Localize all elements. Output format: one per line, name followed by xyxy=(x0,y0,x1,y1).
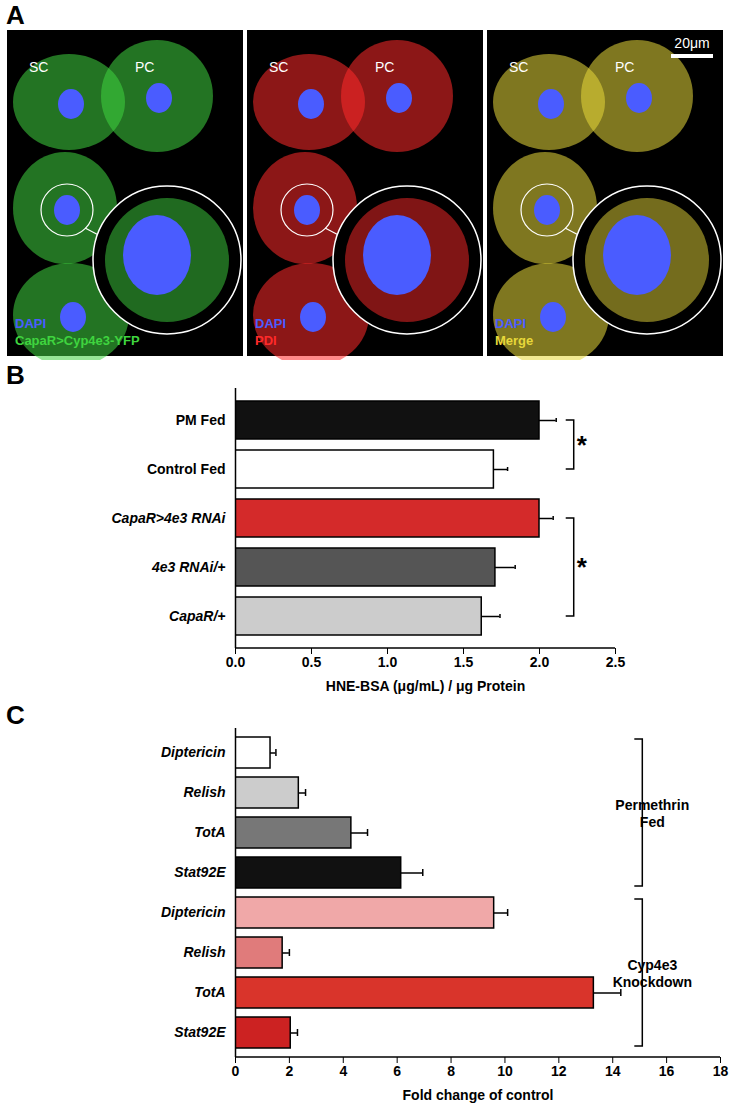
svg-text:2.0: 2.0 xyxy=(530,654,550,670)
svg-text:20μm: 20μm xyxy=(674,35,709,51)
svg-text:2: 2 xyxy=(285,1063,293,1079)
svg-text:Relish: Relish xyxy=(183,944,225,960)
svg-text:PermethrinFed: PermethrinFed xyxy=(615,797,689,830)
svg-text:CapaR/+: CapaR/+ xyxy=(169,608,225,624)
svg-text:PDI: PDI xyxy=(255,333,277,348)
svg-text:4e3 RNAi/+: 4e3 RNAi/+ xyxy=(151,559,226,575)
svg-text:14: 14 xyxy=(605,1063,621,1079)
svg-text:16: 16 xyxy=(659,1063,675,1079)
svg-text:PC: PC xyxy=(615,59,634,75)
svg-text:CapaR>4e3 RNAi: CapaR>4e3 RNAi xyxy=(112,510,227,526)
svg-text:6: 6 xyxy=(393,1063,401,1079)
svg-text:TotA: TotA xyxy=(194,824,225,840)
svg-text:PC: PC xyxy=(375,59,394,75)
svg-text:PM Fed: PM Fed xyxy=(176,412,226,428)
svg-text:TotA: TotA xyxy=(194,984,225,1000)
svg-text:Stat92E: Stat92E xyxy=(174,864,226,880)
svg-text:4: 4 xyxy=(339,1063,347,1079)
svg-text:*: * xyxy=(577,552,588,582)
svg-text:18: 18 xyxy=(713,1063,729,1079)
svg-text:0.0: 0.0 xyxy=(226,654,246,670)
html-text:A: A xyxy=(6,0,25,30)
svg-text:SC: SC xyxy=(269,59,288,75)
svg-text:PC: PC xyxy=(135,59,154,75)
svg-text:Merge: Merge xyxy=(495,333,533,348)
svg-text:HNE-BSA (μg/mL) / μg Protein: HNE-BSA (μg/mL) / μg Protein xyxy=(326,678,525,694)
html-text:C: C xyxy=(6,700,25,730)
svg-text:DAPI: DAPI xyxy=(495,316,526,331)
svg-text:Diptericin: Diptericin xyxy=(161,904,226,920)
svg-text:DAPI: DAPI xyxy=(255,316,286,331)
svg-text:Control Fed: Control Fed xyxy=(147,461,226,477)
svg-text:2.5: 2.5 xyxy=(606,654,626,670)
svg-text:8: 8 xyxy=(447,1063,455,1079)
svg-text:0.5: 0.5 xyxy=(302,654,322,670)
svg-text:SC: SC xyxy=(509,59,528,75)
svg-text:Relish: Relish xyxy=(183,784,225,800)
svg-text:Diptericin: Diptericin xyxy=(161,744,226,760)
svg-text:0: 0 xyxy=(232,1063,240,1079)
svg-text:Stat92E: Stat92E xyxy=(174,1024,226,1040)
svg-text:Fold change of control: Fold change of control xyxy=(403,1087,554,1103)
svg-text:1.5: 1.5 xyxy=(454,654,474,670)
svg-text:Cyp4e3Knockdown: Cyp4e3Knockdown xyxy=(613,957,692,990)
svg-text:SC: SC xyxy=(29,59,48,75)
svg-text:12: 12 xyxy=(551,1063,567,1079)
html-text:B: B xyxy=(6,360,25,390)
svg-text:10: 10 xyxy=(497,1063,513,1079)
svg-text:1.0: 1.0 xyxy=(378,654,398,670)
svg-text:*: * xyxy=(577,430,588,460)
svg-text:CapaR>Cyp4e3-YFP: CapaR>Cyp4e3-YFP xyxy=(15,333,140,348)
svg-text:DAPI: DAPI xyxy=(15,316,46,331)
